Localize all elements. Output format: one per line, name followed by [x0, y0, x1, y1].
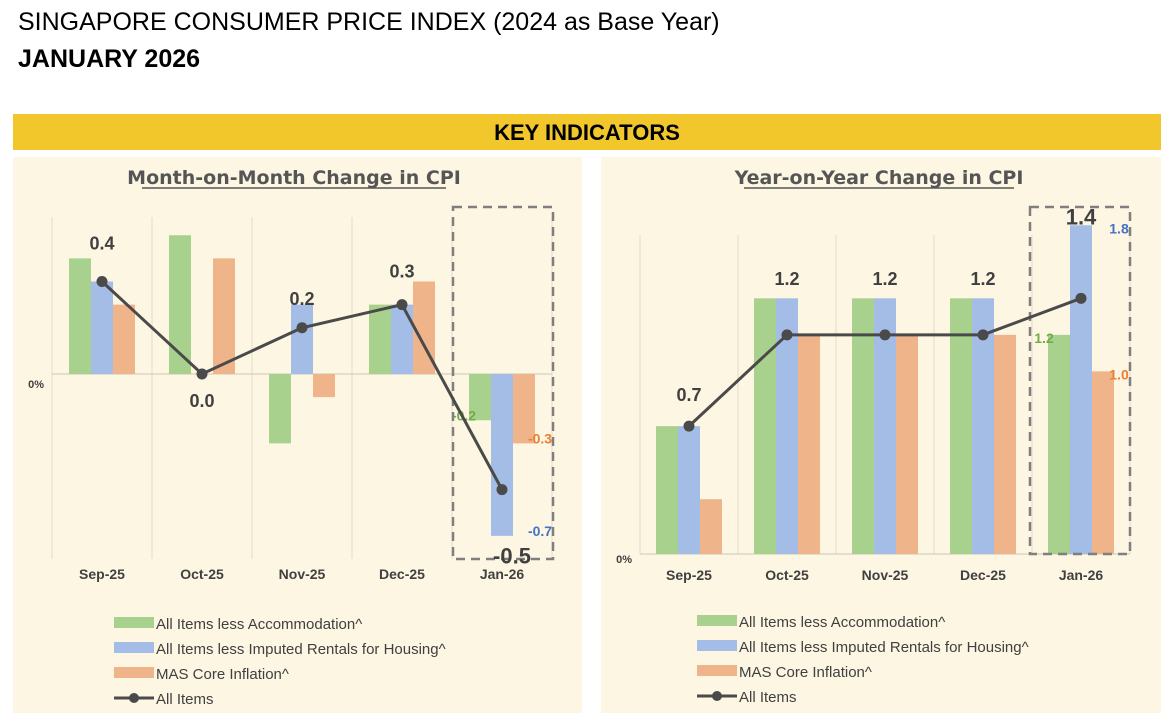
mom-chart-panel: Month-on-Month Change in CPI 0% -0.2 -0.7 -0…: [13, 157, 582, 713]
mom-legend-label-all-items: All Items: [156, 691, 214, 708]
mom-bar-all-items-less-accommodation-dec-25: [369, 304, 391, 374]
mom-tick-oct-25: Oct-25: [180, 566, 224, 582]
yoy-label-all-items-dec-25: 1.2: [970, 269, 995, 289]
mom-bar-mas-core-inflation-jan-26: [513, 374, 535, 444]
yoy-legend-swatch-all-items-less-accommodation: [697, 615, 737, 626]
report-title: SINGAPORE CONSUMER PRICE INDEX (2024 as …: [18, 8, 720, 36]
mom-tick-dec-25: Dec-25: [379, 566, 425, 582]
mom-bar-all-items-less-imputed-rentals-for-housing-nov-25: [291, 304, 313, 374]
yoy-chart-title: Year-on-Year Change in CPI: [734, 167, 1024, 189]
yoy-chart: Year-on-Year Change in CPI 0% 1.2 1.8 1.0 0.7…: [616, 167, 1132, 706]
mom-bar-all-items-less-imputed-rentals-for-housing-sep-25: [91, 281, 113, 374]
yoy-bar-mas-core-inflation-jan-26: [1092, 371, 1114, 554]
mom-label-all-items-sep-25: 0.4: [89, 234, 114, 254]
mom-bar-mas-core-inflation-oct-25: [213, 258, 235, 374]
yoy-bar-all-items-less-accommodation-sep-25: [656, 426, 678, 554]
yoy-bar-all-items-less-imputed-rentals-for-housing-jan-26: [1070, 225, 1092, 554]
yoy-tick-sep-25: Sep-25: [666, 567, 712, 583]
yoy-bar-label-all-items-less-accommodation-jan-26: 1.2: [1034, 330, 1054, 346]
mom-point-all-items-jan-26: [496, 484, 508, 496]
yoy-bar-all-items-less-accommodation-dec-25: [950, 298, 972, 554]
mom-label-all-items-oct-25: 0.0: [189, 391, 214, 411]
yoy-point-all-items-nov-25: [879, 329, 891, 341]
yoy-tick-jan-26: Jan-26: [1059, 567, 1104, 583]
mom-bar-all-items-less-accommodation-oct-25: [169, 235, 191, 374]
yoy-zero-label: 0%: [616, 554, 632, 566]
mom-tick-jan-26: Jan-26: [480, 566, 525, 582]
yoy-label-all-items-oct-25: 1.2: [774, 269, 799, 289]
yoy-point-all-items-jan-26: [1075, 292, 1087, 304]
mom-legend-label-all-items-less-imputed-rentals-for-housing: All Items less Imputed Rentals for Housi…: [156, 641, 446, 658]
yoy-bar-all-items-less-imputed-rentals-for-housing-oct-25: [776, 298, 798, 554]
yoy-bar-mas-core-inflation-oct-25: [798, 334, 820, 554]
yoy-legend-label-all-items: All Items: [739, 689, 797, 706]
mom-legend-label-all-items-less-accommodation: All Items less Accommodation^: [156, 616, 362, 633]
yoy-bar-all-items-less-accommodation-jan-26: [1048, 334, 1070, 554]
yoy-bar-all-items-less-imputed-rentals-for-housing-dec-25: [972, 298, 994, 554]
yoy-legend-marker-all-items: [712, 691, 722, 701]
mom-point-all-items-oct-25: [196, 368, 208, 380]
mom-tick-nov-25: Nov-25: [279, 566, 326, 582]
mom-legend-swatch-all-items-less-imputed-rentals-for-housing: [114, 642, 154, 653]
mom-bar-mas-core-inflation-sep-25: [113, 304, 135, 374]
yoy-bar-all-items-less-accommodation-oct-25: [754, 298, 776, 554]
mom-label-all-items-dec-25: 0.3: [389, 262, 414, 282]
mom-legend-label-mas-core-inflation: MAS Core Inflation^: [156, 666, 289, 683]
mom-label-all-items-jan-26: -0.5: [493, 544, 531, 569]
mom-legend-marker-all-items: [129, 693, 139, 703]
yoy-point-all-items-sep-25: [683, 420, 695, 432]
mom-bar-all-items-less-accommodation-sep-25: [69, 258, 91, 374]
yoy-highlight-box-jan-26: [1028, 205, 1132, 556]
yoy-bar-mas-core-inflation-sep-25: [700, 499, 722, 554]
yoy-bar-all-items-less-imputed-rentals-for-housing-sep-25: [678, 426, 700, 554]
mom-bar-label-mas-core-inflation-jan-26: -0.3: [528, 430, 552, 446]
mom-point-all-items-nov-25: [296, 322, 308, 334]
yoy-legend-swatch-mas-core-inflation: [697, 665, 737, 676]
mom-chart: Month-on-Month Change in CPI0%-0.2-0.7-0…: [28, 167, 555, 708]
mom-point-all-items-dec-25: [396, 299, 408, 311]
mom-bar-mas-core-inflation-nov-25: [313, 374, 335, 398]
mom-label-all-items-nov-25: 0.2: [289, 289, 314, 309]
yoy-bar-mas-core-inflation-nov-25: [896, 334, 918, 554]
key-indicators-banner: KEY INDICATORS: [13, 114, 1161, 150]
yoy-label-all-items-nov-25: 1.2: [872, 269, 897, 289]
yoy-tick-nov-25: Nov-25: [862, 567, 909, 583]
report-period: JANUARY 2026: [18, 45, 201, 73]
yoy-legend-swatch-all-items-less-imputed-rentals-for-housing: [697, 640, 737, 651]
yoy-label-all-items-jan-26: 1.4: [1066, 204, 1097, 229]
mom-highlight-box-jan-26: [451, 205, 555, 561]
mom-legend-swatch-all-items-less-accommodation: [114, 617, 154, 628]
mom-bar-all-items-less-imputed-rentals-for-housing-jan-26: [491, 374, 513, 536]
yoy-bar-label-mas-core-inflation-jan-26: 1.0: [1109, 366, 1129, 382]
mom-bar-all-items-less-accommodation-nov-25: [269, 374, 291, 444]
yoy-tick-dec-25: Dec-25: [960, 567, 1006, 583]
mom-bar-label-all-items-less-imputed-rentals-for-housing-jan-26: -0.7: [528, 523, 552, 539]
yoy-bar-mas-core-inflation-dec-25: [994, 334, 1016, 554]
yoy-legend-label-all-items-less-accommodation: All Items less Accommodation^: [739, 614, 945, 631]
yoy-chart-panel: Year-on-Year Change in CPI 0% 1.2 1.8 1.0 0.7…: [601, 157, 1161, 713]
yoy-legend-label-all-items-less-imputed-rentals-for-housing: All Items less Imputed Rentals for Housi…: [739, 639, 1029, 656]
mom-zero-label: 0%: [28, 379, 44, 391]
mom-bar-mas-core-inflation-dec-25: [413, 281, 435, 374]
yoy-point-all-items-oct-25: [781, 329, 793, 341]
mom-bar-all-items-less-accommodation-jan-26: [469, 374, 491, 421]
yoy-bar-all-items-less-imputed-rentals-for-housing-nov-25: [874, 298, 896, 554]
mom-point-all-items-sep-25: [96, 276, 108, 287]
yoy-label-all-items-sep-25: 0.7: [676, 385, 701, 405]
mom-tick-sep-25: Sep-25: [79, 566, 125, 582]
mom-chart-title: Month-on-Month Change in CPI: [127, 167, 461, 189]
mom-bar-all-items-less-imputed-rentals-for-housing-dec-25: [391, 304, 413, 374]
yoy-bar-label-all-items-less-imputed-rentals-for-housing-jan-26: 1.8: [1109, 220, 1129, 236]
yoy-bar-all-items-less-accommodation-nov-25: [852, 298, 874, 554]
yoy-point-all-items-dec-25: [977, 329, 989, 341]
yoy-legend-label-mas-core-inflation: MAS Core Inflation^: [739, 664, 872, 681]
yoy-tick-oct-25: Oct-25: [765, 567, 809, 583]
mom-legend-swatch-mas-core-inflation: [114, 667, 154, 678]
